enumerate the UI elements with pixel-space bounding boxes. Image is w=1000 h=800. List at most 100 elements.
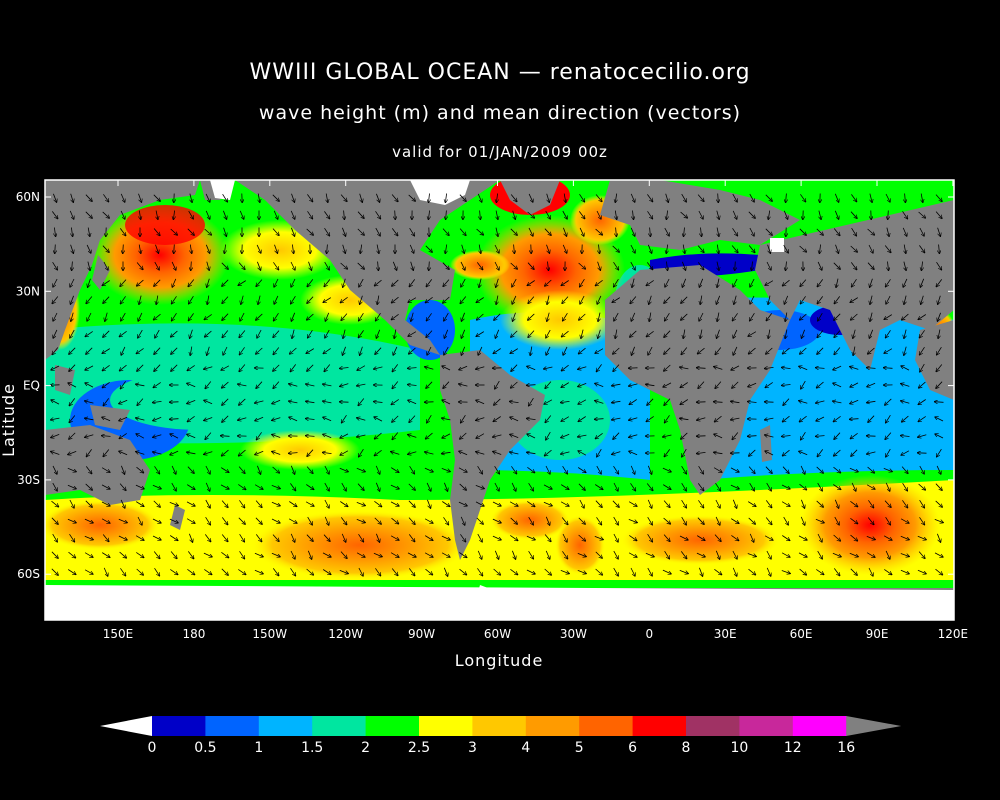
direction-arrow (732, 210, 737, 219)
direction-arrow (578, 451, 587, 456)
direction-arrow (615, 329, 617, 339)
direction-arrow (649, 312, 651, 322)
direction-arrow (918, 435, 927, 437)
direction-arrow (919, 227, 924, 236)
direction-arrow (834, 516, 839, 525)
direction-arrow (630, 244, 635, 253)
direction-arrow (613, 364, 620, 372)
direction-arrow (189, 295, 194, 304)
direction-arrow (375, 482, 379, 491)
direction-arrow (867, 368, 876, 369)
direction-arrow (357, 418, 366, 420)
direction-arrow (306, 466, 313, 474)
direction-arrow (562, 210, 567, 219)
direction-arrow (869, 329, 874, 338)
colorbar-swatch (419, 716, 473, 736)
direction-arrow (477, 533, 482, 542)
direction-arrow (291, 278, 296, 287)
direction-arrow (527, 466, 534, 472)
direction-arrow (733, 278, 738, 287)
direction-arrow (937, 227, 941, 237)
direction-arrow (51, 211, 57, 218)
direction-arrow (783, 449, 790, 456)
direction-arrow (680, 382, 688, 388)
direction-arrow (69, 347, 76, 354)
direction-arrow (918, 416, 926, 421)
direction-arrow (612, 418, 621, 420)
colorbar-swatch (472, 716, 527, 736)
direction-arrow (272, 452, 281, 455)
direction-arrow (664, 398, 671, 406)
direction-arrow (121, 465, 124, 474)
y-tick-label: EQ (23, 379, 40, 393)
direction-arrow (512, 295, 517, 304)
direction-arrow (697, 418, 706, 420)
direction-arrow (697, 452, 706, 453)
direction-arrow (747, 501, 756, 507)
direction-arrow (153, 401, 162, 402)
direction-arrow (427, 499, 430, 508)
direction-arrow (224, 244, 225, 254)
direction-arrow (153, 194, 160, 201)
direction-arrow (663, 500, 670, 508)
direction-arrow (714, 402, 723, 403)
direction-arrow (578, 483, 585, 490)
direction-arrow (391, 517, 399, 524)
direction-arrow (476, 400, 485, 405)
direction-arrow (800, 313, 807, 320)
direction-arrow (220, 467, 229, 473)
direction-arrow (801, 431, 806, 440)
direction-arrow (478, 346, 483, 355)
direction-arrow (459, 384, 468, 386)
direction-arrow (307, 449, 314, 457)
direction-arrow (187, 383, 196, 388)
direction-arrow (870, 295, 872, 305)
direction-arrow (171, 347, 178, 354)
x-tick-label: 0 (645, 627, 653, 641)
direction-arrow (172, 312, 177, 321)
direction-arrow (511, 482, 516, 491)
direction-arrow (120, 381, 126, 388)
direction-arrow (327, 244, 328, 254)
direction-arrow (323, 297, 332, 303)
direction-arrow (307, 211, 313, 218)
direction-arrow (935, 483, 942, 491)
direction-arrow (938, 329, 940, 339)
x-axis-label: Longitude (455, 651, 544, 670)
direction-arrow (52, 261, 58, 270)
direction-arrow (850, 534, 858, 541)
direction-arrow (429, 193, 430, 203)
direction-arrow (595, 419, 604, 420)
direction-arrow (735, 261, 736, 271)
direction-arrow (207, 278, 210, 288)
direction-arrow (137, 279, 144, 286)
direction-arrow (614, 312, 619, 321)
direction-arrow (136, 552, 143, 557)
direction-arrow (936, 465, 941, 474)
direction-arrow (682, 261, 685, 270)
direction-arrow (834, 449, 841, 456)
direction-arrow (460, 261, 465, 270)
colorbar-swatch (792, 716, 847, 736)
direction-arrow (801, 329, 805, 338)
direction-arrow (817, 482, 823, 491)
direction-arrow (136, 466, 144, 473)
direction-arrow (647, 244, 651, 253)
direction-arrow (271, 485, 280, 488)
direction-arrow (461, 329, 466, 338)
direction-arrow (578, 534, 586, 541)
direction-arrow (630, 296, 637, 304)
direction-arrow (340, 501, 347, 507)
direction-arrow (411, 312, 413, 322)
direction-arrow (852, 278, 857, 287)
y-tick-label: 30N (16, 284, 40, 298)
colorbar-swatch (632, 716, 687, 736)
direction-arrow (187, 415, 195, 421)
x-tick-label: 120E (938, 627, 969, 641)
direction-arrow (256, 279, 263, 287)
direction-arrow (155, 329, 160, 338)
direction-arrow (731, 418, 740, 420)
direction-arrow (919, 465, 924, 474)
direction-arrow (461, 278, 466, 287)
direction-arrow (904, 346, 906, 356)
